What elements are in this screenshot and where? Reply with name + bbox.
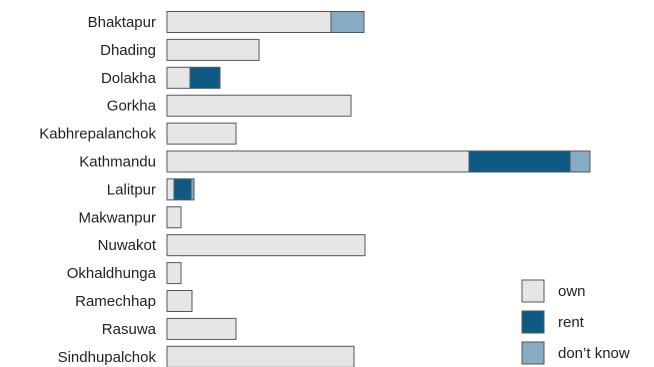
bar-bhaktapur-own xyxy=(166,11,332,33)
bar-okhaldhunga-own xyxy=(166,262,182,285)
bar-kathmandu-own xyxy=(166,150,470,173)
category-label-rasuwa: Rasuwa xyxy=(102,321,157,338)
category-label-bhaktapur: Bhaktapur xyxy=(88,14,156,31)
bar-dhading-own xyxy=(166,38,260,61)
category-label-ramechhap: Ramechhap xyxy=(75,293,156,310)
legend-swatch-rent xyxy=(521,310,545,334)
bar-dolakha-rent xyxy=(189,66,221,89)
bar-dolakha-own xyxy=(166,66,191,89)
category-labels-group: Bhaktapur Dhading Dolakha Gorkha Kabhrepalan… xyxy=(39,14,157,366)
bar-lalitpur-don-t-know xyxy=(190,178,195,201)
legend-swatch-own xyxy=(521,279,545,303)
legend: own rent don’t know xyxy=(521,279,630,365)
bar-nuwakot-own xyxy=(166,234,366,257)
bar-lalitpur-rent xyxy=(173,178,192,201)
legend-swatch-don-t-know xyxy=(521,341,545,365)
legend-label-rent: rent xyxy=(558,314,585,331)
category-label-kabhrepalanchok: Kabhrepalanchok xyxy=(39,126,156,143)
category-label-okhaldhunga: Okhaldhunga xyxy=(67,265,157,282)
category-label-sindhupalchok: Sindhupalchok xyxy=(58,349,157,366)
category-label-nuwakot: Nuwakot xyxy=(98,237,157,254)
bar-makwanpur-own xyxy=(166,206,182,229)
bar-lalitpur-own xyxy=(166,178,175,201)
category-label-makwanpur: Makwanpur xyxy=(78,209,156,226)
category-label-lalitpur: Lalitpur xyxy=(107,181,156,198)
category-label-gorkha: Gorkha xyxy=(107,98,157,115)
bar-kathmandu-don-t-know xyxy=(569,150,591,173)
bar-kathmandu-rent xyxy=(468,150,571,173)
category-label-kathmandu: Kathmandu xyxy=(79,154,156,171)
legend-label-own: own xyxy=(558,283,586,300)
bar-gorkha-own xyxy=(166,94,352,117)
bar-ramechhap-own xyxy=(166,290,193,312)
bar-kabhrepalanchok-own xyxy=(166,122,237,145)
legend-label-don-t-know: don’t know xyxy=(558,345,630,362)
bar-rasuwa-own xyxy=(166,317,237,340)
category-label-dhading: Dhading xyxy=(100,42,156,59)
bar-sindhupalchok-own xyxy=(166,345,355,367)
bars-group xyxy=(166,11,591,367)
bar-bhaktapur-don-t-know xyxy=(330,11,365,33)
category-label-dolakha: Dolakha xyxy=(101,70,157,87)
